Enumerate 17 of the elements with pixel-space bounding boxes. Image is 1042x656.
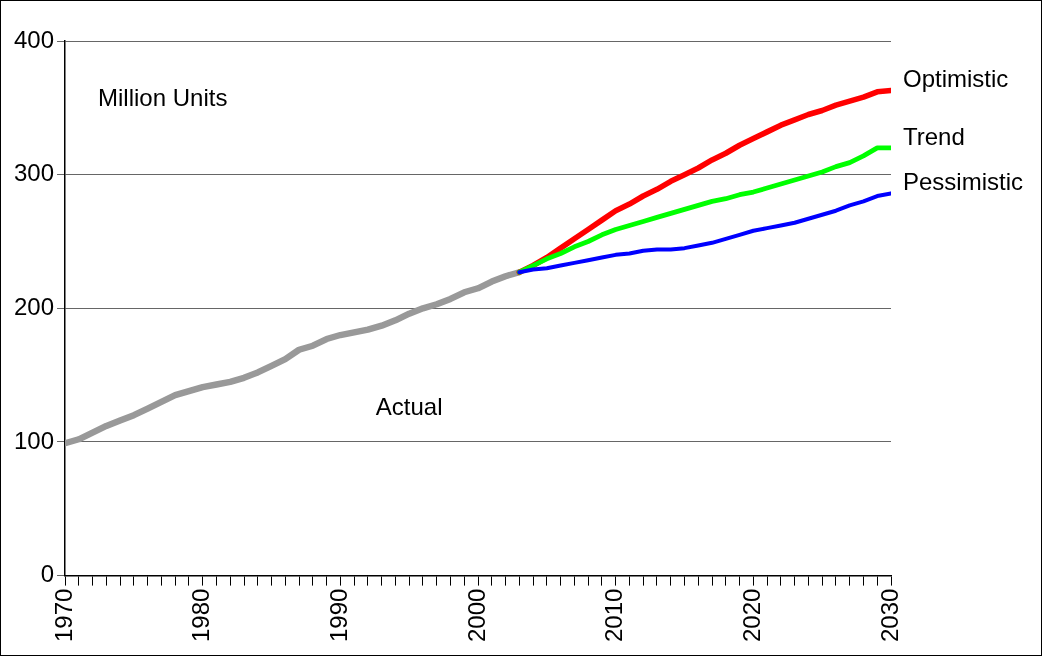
y-tick-label: 400 [14,25,55,53]
x-tick-label: 2000 [462,588,490,642]
series-label: Optimistic [903,65,1009,93]
x-tick-label: 1970 [49,588,77,642]
y-tick-label: 100 [14,426,55,454]
x-tick-label: 1990 [324,588,352,642]
y-tick-label: 300 [14,159,55,187]
text: Actual [375,393,443,421]
x-tick-label: 2030 [875,588,903,642]
y-tick-label: 200 [14,292,55,320]
y-tick-label: 0 [40,560,55,588]
x-tick-label: 2020 [737,588,765,642]
x-tick-label: 2010 [600,588,628,642]
series-label: Trend [903,122,965,150]
x-tick-label: 1980 [187,588,215,642]
y-axis-title: Million Units [98,83,228,111]
series-label: Pessimistic [903,167,1024,195]
